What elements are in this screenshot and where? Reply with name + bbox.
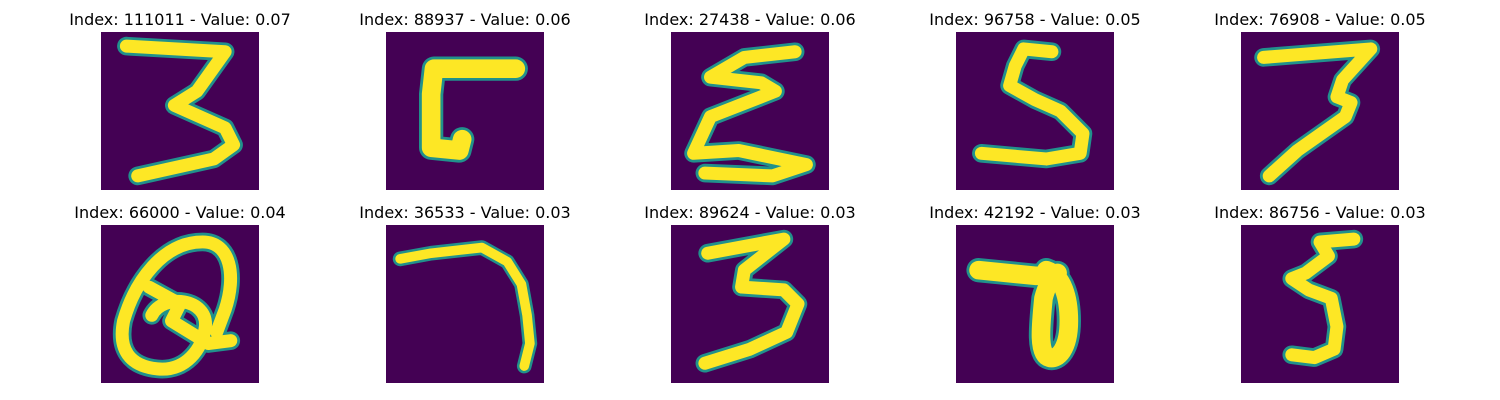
panel-8: Index: 89624 - Value: 0.03 xyxy=(620,203,880,393)
digit-image xyxy=(1241,225,1399,383)
panel-title: Index: 66000 - Value: 0.04 xyxy=(74,203,286,222)
panel-2: Index: 88937 - Value: 0.06 xyxy=(335,10,595,200)
panel-title: Index: 36533 - Value: 0.03 xyxy=(359,203,571,222)
digit-image xyxy=(1241,32,1399,190)
panel-title: Index: 111011 - Value: 0.07 xyxy=(69,10,291,29)
digit-image xyxy=(386,225,544,383)
digit-image xyxy=(386,32,544,190)
panel-10: Index: 86756 - Value: 0.03 xyxy=(1190,203,1450,393)
panel-title: Index: 89624 - Value: 0.03 xyxy=(644,203,856,222)
panel-title: Index: 96758 - Value: 0.05 xyxy=(929,10,1141,29)
digit-image xyxy=(956,32,1114,190)
panel-7: Index: 36533 - Value: 0.03 xyxy=(335,203,595,393)
panel-4: Index: 96758 - Value: 0.05 xyxy=(905,10,1165,200)
panel-title: Index: 42192 - Value: 0.03 xyxy=(929,203,1141,222)
digit-image xyxy=(101,32,259,190)
digit-image xyxy=(671,32,829,190)
panel-title: Index: 88937 - Value: 0.06 xyxy=(359,10,571,29)
panel-title: Index: 76908 - Value: 0.05 xyxy=(1214,10,1426,29)
panel-title: Index: 27438 - Value: 0.06 xyxy=(644,10,856,29)
panel-6: Index: 66000 - Value: 0.04 xyxy=(50,203,310,393)
panel-9: Index: 42192 - Value: 0.03 xyxy=(905,203,1165,393)
digit-image xyxy=(101,225,259,383)
panel-1: Index: 111011 - Value: 0.07 xyxy=(50,10,310,200)
panel-5: Index: 76908 - Value: 0.05 xyxy=(1190,10,1450,200)
digit-image xyxy=(671,225,829,383)
panel-3: Index: 27438 - Value: 0.06 xyxy=(620,10,880,200)
digit-image xyxy=(956,225,1114,383)
panel-title: Index: 86756 - Value: 0.03 xyxy=(1214,203,1426,222)
